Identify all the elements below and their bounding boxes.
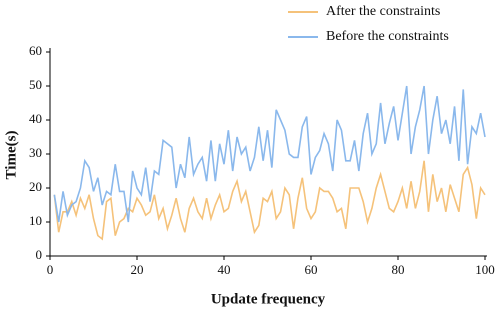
y-tick-label: 0 xyxy=(36,247,43,262)
series-line xyxy=(53,160,486,241)
y-tick-label: 10 xyxy=(29,213,42,228)
x-tick-label: 60 xyxy=(305,262,318,277)
legend-label: After the constraints xyxy=(326,4,440,19)
y-tick-label: 40 xyxy=(29,111,42,126)
x-tick-label: 40 xyxy=(218,262,231,277)
legend-label: Before the constraints xyxy=(326,29,449,44)
y-tick-label: 30 xyxy=(29,145,42,160)
y-axis-title: Time(s) xyxy=(3,131,19,180)
x-tick-label: 0 xyxy=(47,262,54,277)
x-tick-label: 100 xyxy=(475,262,495,277)
y-tick-label: 60 xyxy=(29,43,42,58)
series-line xyxy=(53,85,486,223)
y-tick-label: 20 xyxy=(29,179,42,194)
x-tick-label: 20 xyxy=(131,262,144,277)
x-axis-title: Update frequency xyxy=(211,291,326,307)
y-tick-label: 50 xyxy=(29,77,42,92)
x-tick-label: 80 xyxy=(392,262,405,277)
